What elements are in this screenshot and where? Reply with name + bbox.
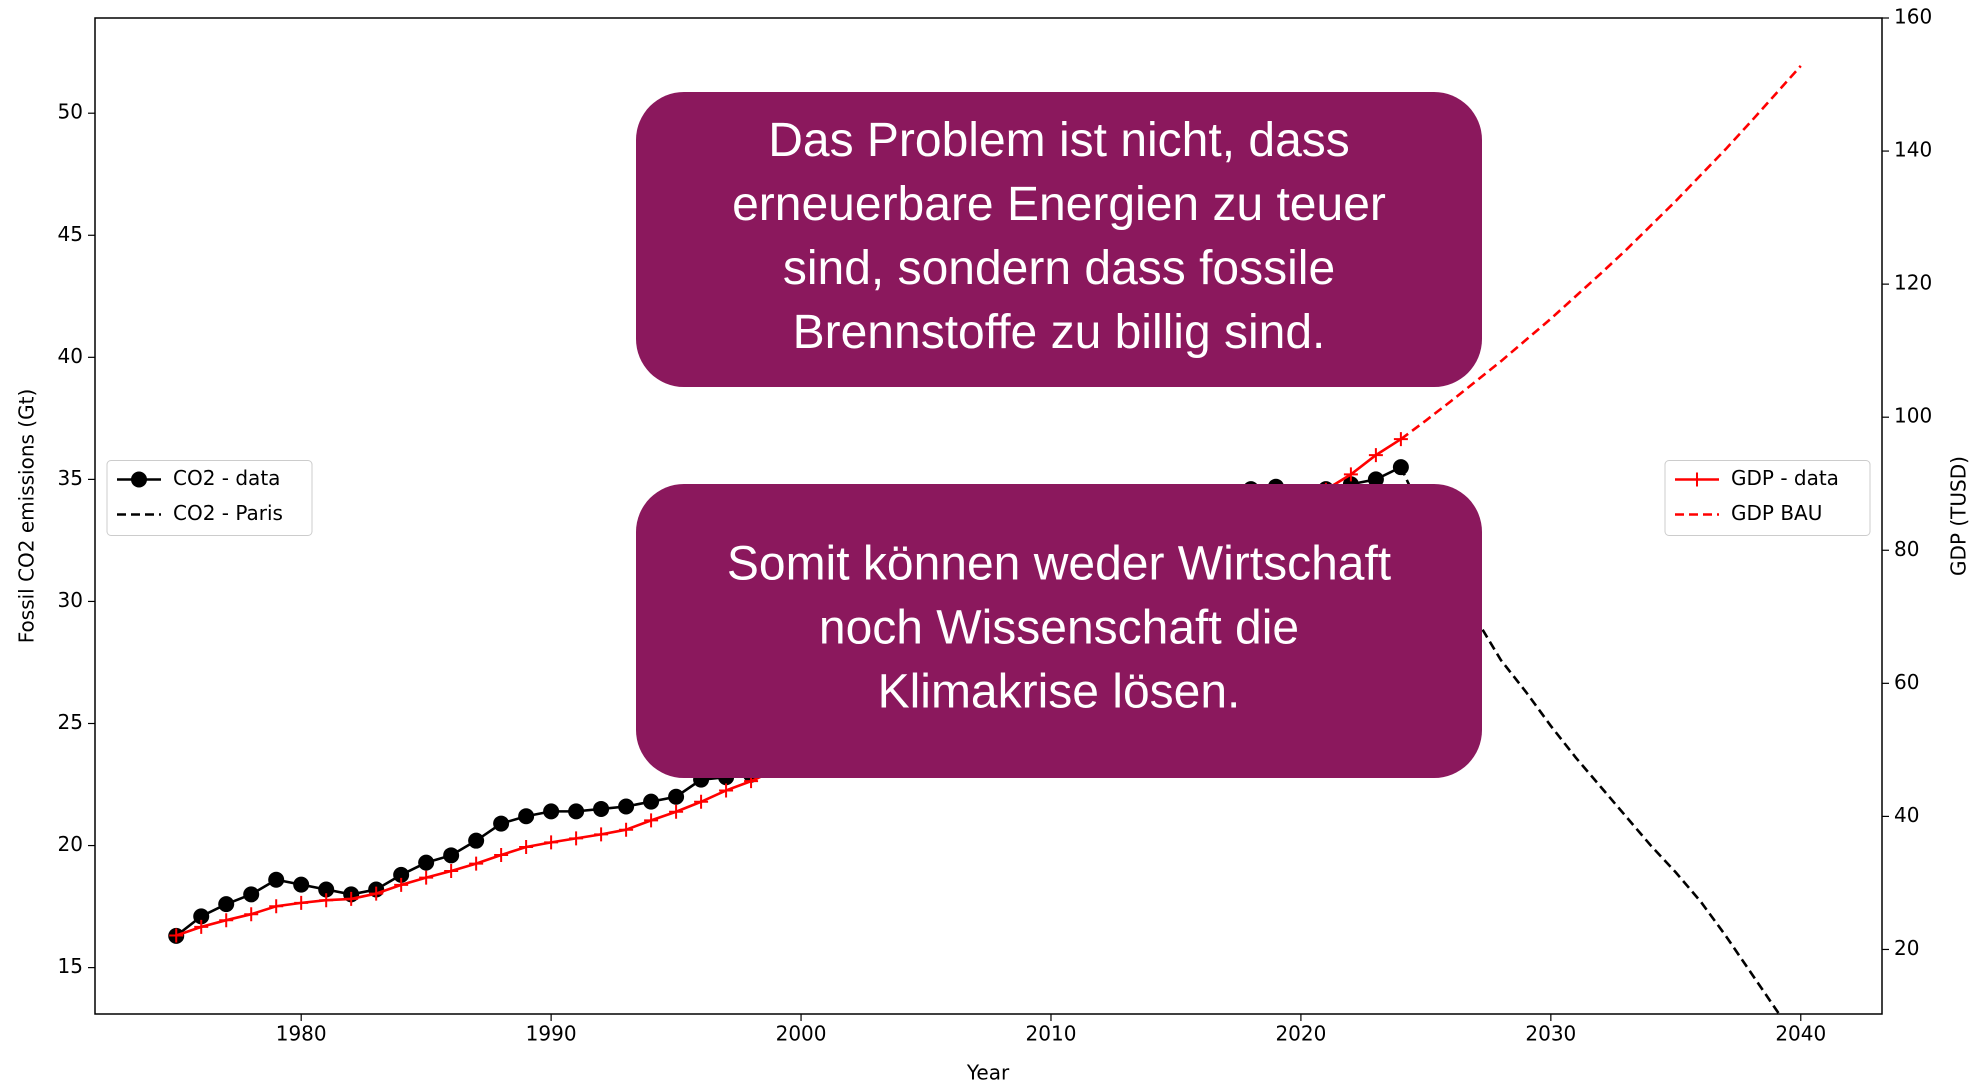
annotation-text: erneuerbare Energien zu teuer: [732, 178, 1386, 231]
point-marker: [569, 831, 584, 846]
annotation-box: [636, 92, 1482, 387]
point-marker: [468, 832, 485, 849]
y2-tick-label: 60: [1894, 670, 1919, 694]
series-line: [1400, 65, 1802, 441]
point-marker: [444, 863, 459, 878]
point-marker: [243, 886, 260, 903]
y-tick-label: 30: [58, 588, 83, 612]
point-marker: [269, 899, 284, 914]
legend-label: GDP - data: [1731, 466, 1839, 490]
point-marker: [193, 908, 210, 925]
y-tick-label: 15: [58, 954, 83, 978]
point-marker: [1343, 467, 1358, 482]
point-marker: [419, 870, 434, 885]
point-marker: [518, 808, 535, 825]
point-marker: [393, 866, 410, 883]
y-axis-label: Fossil CO2 emissions (Gt): [15, 389, 39, 644]
y-tick-label: 40: [58, 344, 83, 368]
annotation-text: Brennstoffe zu billig sind.: [793, 306, 1326, 359]
point-marker: [668, 788, 685, 805]
point-marker: [418, 854, 435, 871]
y2-tick-label: 100: [1894, 404, 1932, 428]
x-axis-label: Year: [966, 1061, 1010, 1084]
point-marker: [568, 803, 585, 820]
y-tick-label: 50: [58, 100, 83, 124]
y2-tick-label: 20: [1894, 936, 1919, 960]
annotations: Das Problem ist nicht, dass erneuerbare E…: [636, 92, 1482, 778]
point-marker: [218, 896, 235, 913]
point-marker: [268, 871, 285, 888]
point-marker: [519, 840, 534, 855]
point-marker: [318, 881, 335, 898]
y2-tick-label: 140: [1894, 138, 1932, 162]
point-marker: [469, 856, 484, 871]
annotation-text: noch Wissenschaft die: [819, 602, 1299, 655]
legend-label: CO2 - Paris: [173, 501, 283, 525]
legend-marker: [131, 471, 147, 488]
point-marker: [1368, 448, 1383, 463]
point-marker: [344, 891, 359, 906]
point-marker: [643, 793, 660, 810]
point-marker: [369, 886, 384, 901]
x-tick-label: 1990: [526, 1022, 577, 1046]
point-marker: [544, 835, 559, 850]
x-tick-label: 2040: [1775, 1022, 1826, 1046]
point-marker: [543, 803, 560, 820]
legend-label: CO2 - data: [173, 466, 280, 490]
point-marker: [494, 847, 509, 862]
point-marker: [294, 895, 309, 910]
y-tick-label: 20: [58, 832, 83, 856]
series-line: [1399, 466, 1781, 1014]
point-marker: [244, 907, 259, 922]
annotation-box: [636, 484, 1482, 778]
point-marker: [493, 815, 510, 832]
point-marker: [443, 847, 460, 864]
point-marker: [719, 783, 734, 798]
annotation-text: Das Problem ist nicht, dass: [768, 114, 1350, 167]
y2-tick-label: 40: [1894, 803, 1919, 827]
point-marker: [293, 876, 310, 893]
annotation-text: sind, sondern dass fossile: [783, 242, 1335, 295]
point-marker: [169, 928, 184, 943]
point-marker: [319, 893, 334, 908]
point-marker: [194, 919, 209, 934]
point-marker: [694, 794, 709, 809]
x-tick-label: 2010: [1026, 1022, 1077, 1046]
point-marker: [619, 822, 634, 837]
y2-tick-label: 80: [1894, 537, 1919, 561]
y2-tick-label: 120: [1894, 271, 1932, 295]
point-marker: [394, 877, 409, 892]
point-marker: [1367, 471, 1384, 488]
y-tick-label: 45: [58, 222, 83, 246]
plot-frame: [94, 17, 1883, 1015]
point-marker: [593, 800, 610, 817]
legend-label: GDP BAU: [1731, 501, 1822, 525]
legend-marker: [1690, 472, 1704, 487]
point-marker: [594, 827, 609, 842]
x-tick-label: 2020: [1275, 1022, 1326, 1046]
x-tick-label: 1980: [276, 1022, 327, 1046]
point-marker: [618, 798, 635, 815]
y2-axis-label: GDP (TUSD): [1947, 456, 1971, 576]
annotation-text: Somit können weder Wirtschaft: [727, 538, 1391, 591]
y2-tick-label: 160: [1894, 5, 1932, 29]
x-tick-label: 2030: [1525, 1022, 1576, 1046]
point-marker: [219, 913, 234, 928]
point-marker: [644, 813, 659, 828]
point-marker: [669, 804, 684, 819]
y-tick-label: 25: [58, 710, 83, 734]
x-tick-label: 2000: [776, 1022, 827, 1046]
point-marker: [1393, 432, 1408, 447]
y-tick-label: 35: [58, 466, 83, 490]
annotation-text: Klimakrise lösen.: [878, 666, 1241, 719]
